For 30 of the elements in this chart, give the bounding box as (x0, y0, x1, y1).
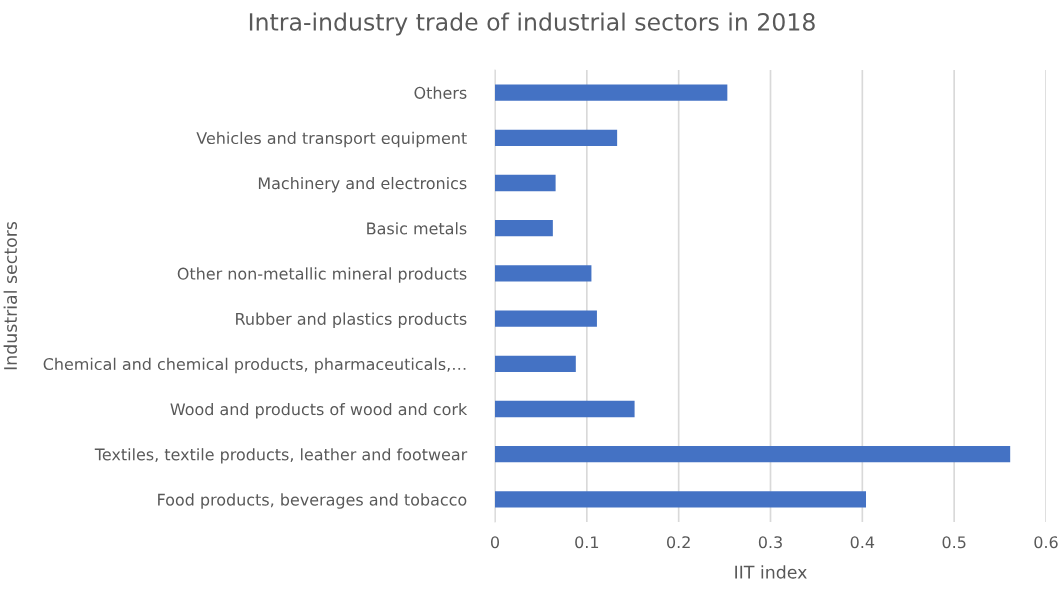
x-tick-label: 0.4 (850, 536, 875, 549)
bar (495, 491, 867, 508)
y-tick-label: Vehicles and transport equipment (196, 131, 467, 148)
x-tick-label: 0 (490, 536, 500, 549)
bar (495, 265, 592, 282)
x-tick-label: 0.5 (942, 536, 966, 549)
bar (495, 129, 618, 146)
y-tick-label: Other non-metallic mineral products (177, 267, 467, 283)
bar (495, 174, 556, 192)
y-tick-label: Basic metals (367, 222, 467, 235)
x-axis-title: IIT index (735, 565, 807, 579)
y-tick-label: Food products, beverages and tobacco (158, 493, 467, 509)
bar (495, 446, 1011, 463)
bar (495, 220, 553, 237)
x-tick-label: 0.3 (758, 536, 782, 549)
y-tick-label: Rubber and plastics products (236, 312, 467, 328)
y-tick-label: Wood and products of wood and cork (170, 402, 468, 419)
y-tick-label: Machinery and electronics (258, 176, 467, 193)
x-tick-label: 0.2 (667, 536, 690, 549)
chart-title: Intra-industry trade of industrial sectors in 2018 (249, 12, 815, 36)
bar (495, 84, 728, 101)
bar (495, 400, 635, 418)
bar (495, 310, 597, 327)
x-tick-label: 0.6 (1034, 536, 1058, 549)
y-tick-label: Chemical and chemical products, pharmaceuticals,… (43, 357, 466, 374)
y-tick-label: Others (414, 86, 467, 99)
bar (495, 355, 576, 372)
x-tick-label: 0.1 (575, 536, 599, 549)
y-axis-title: Industrial sectors (3, 221, 18, 370)
y-tick-label: Textiles, textile products, leather and footwear (94, 448, 468, 464)
